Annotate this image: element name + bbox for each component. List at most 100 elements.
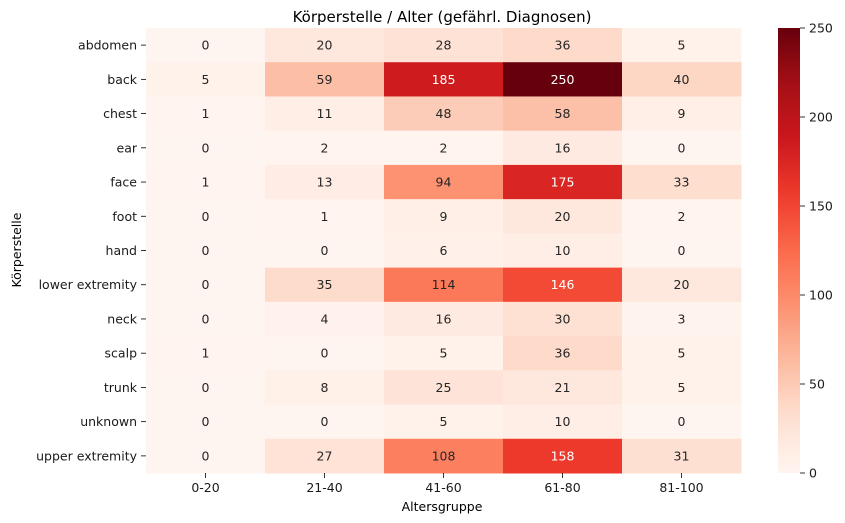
cell-value-label: 0: [321, 346, 329, 361]
heatmap-cell: [503, 96, 623, 132]
heatmap-cell: [622, 438, 742, 474]
cell-value-label: 5: [678, 380, 686, 395]
heatmap-cell: [265, 267, 385, 303]
cell-value-label: 20: [674, 277, 690, 292]
cell-value-label: 1: [202, 346, 210, 361]
heatmap-cell: [146, 199, 266, 234]
heatmap-cell: [503, 404, 623, 440]
heatmap-cell: [265, 96, 385, 132]
x-tick-labels: 0-20 21-40 41-60 61-80 81-100: [191, 473, 704, 495]
cell-value-label: 146: [551, 277, 575, 292]
cell-value-label: 59: [317, 72, 333, 87]
cell-value-label: 9: [678, 106, 686, 121]
y-tick-label: lower extremity: [39, 277, 138, 292]
cell-value-label: 33: [674, 175, 690, 190]
cell-value-label: 3: [678, 311, 686, 326]
heatmap-cell: [146, 301, 266, 337]
cell-value-label: 10: [555, 414, 571, 429]
heatmap-cell: [503, 199, 623, 234]
cell-value-label: 108: [432, 448, 456, 463]
cell-value-label: 0: [321, 243, 329, 258]
cell-value-label: 13: [317, 175, 333, 190]
heatmap-cell: [503, 438, 623, 474]
cell-value-label: 185: [432, 72, 456, 87]
cell-value-label: 0: [678, 140, 686, 155]
heatmap-cell: [384, 233, 504, 269]
heatmap-cell: [503, 28, 623, 63]
heatmap-cell: [622, 96, 742, 132]
y-tick-label: neck: [107, 311, 137, 326]
cell-value-label: 5: [678, 346, 686, 361]
y-tick-labels: abdomen back chest ear face foot hand lower ext…: [36, 38, 146, 463]
heatmap-cell: [265, 370, 385, 406]
colorbar: 0 50 100 150 200 250: [778, 21, 833, 481]
cell-value-label: 0: [202, 311, 210, 326]
heatmap-cell: [384, 267, 504, 303]
heatmap-cell: [622, 301, 742, 337]
heatmap-cell: [384, 199, 504, 234]
heatmap-cell: [384, 164, 504, 200]
heatmap-cell: [146, 336, 266, 371]
heatmap-cell: [146, 404, 266, 440]
heatmap-cell: [503, 164, 623, 200]
heatmap-cell: [146, 62, 266, 97]
heatmap-cell: [384, 130, 504, 166]
cell-value-label: 5: [202, 72, 210, 87]
y-tick-label: upper extremity: [36, 448, 137, 463]
y-tick-label: foot: [112, 209, 137, 224]
cell-value-label: 0: [202, 38, 210, 53]
cell-value-label: 9: [440, 209, 448, 224]
cell-value-label: 5: [678, 38, 686, 53]
x-tick-label: 0-20: [191, 480, 219, 495]
heatmap-cell: [622, 164, 742, 200]
cell-value-label: 0: [202, 209, 210, 224]
heatmap-cell: [265, 130, 385, 166]
colorbar-tick-label: 100: [809, 288, 833, 303]
cell-value-label: 31: [674, 448, 690, 463]
heatmap-cell: [146, 164, 266, 200]
x-tick-label: 41-60: [425, 480, 461, 495]
colorbar-gradient: [778, 28, 800, 473]
heatmap-cell: [265, 404, 385, 440]
cell-value-label: 2: [678, 209, 686, 224]
heatmap-cell: [503, 336, 623, 371]
cell-value-label: 0: [202, 277, 210, 292]
heatmap-cell: [503, 301, 623, 337]
colorbar-tick-label: 150: [809, 199, 833, 214]
heatmap-cell: [622, 233, 742, 269]
x-tick-label: 21-40: [306, 480, 342, 495]
cell-value-label: 5: [440, 414, 448, 429]
cell-value-label: 58: [555, 106, 571, 121]
heatmap-cells: 0 20 28 36 55 59 185 250 401 11 48 58 90 2 2 16 01 13 94 17…: [146, 28, 742, 474]
heatmap-cell: [622, 28, 742, 63]
cell-value-label: 36: [555, 38, 571, 53]
y-tick-label: back: [107, 72, 137, 87]
heatmap-cell: [384, 62, 504, 97]
heatmap-cell: [622, 370, 742, 406]
x-axis-label: Altersgruppe: [402, 499, 483, 514]
cell-value-label: 1: [202, 175, 210, 190]
cell-value-label: 16: [555, 140, 571, 155]
y-tick-label: abdomen: [78, 38, 137, 53]
heatmap-cell: [146, 233, 266, 269]
colorbar-tick-label: 0: [809, 466, 817, 481]
heatmap-cell: [622, 336, 742, 371]
heatmap-cell: [503, 267, 623, 303]
y-tick-label: face: [110, 175, 137, 190]
cell-value-label: 8: [321, 380, 329, 395]
cell-value-label: 0: [678, 414, 686, 429]
cell-value-label: 20: [317, 38, 333, 53]
heatmap-cell: [622, 62, 742, 97]
heatmap-cell: [146, 267, 266, 303]
cell-value-label: 10: [555, 243, 571, 258]
cell-value-label: 40: [674, 72, 690, 87]
y-tick-label: scalp: [105, 346, 138, 361]
cell-value-label: 2: [321, 140, 329, 155]
cell-value-label: 175: [551, 175, 575, 190]
cell-value-label: 28: [436, 38, 452, 53]
heatmap-cell: [265, 164, 385, 200]
y-axis-label: Körperstelle: [9, 212, 24, 287]
cell-value-label: 5: [440, 346, 448, 361]
cell-value-label: 0: [202, 414, 210, 429]
